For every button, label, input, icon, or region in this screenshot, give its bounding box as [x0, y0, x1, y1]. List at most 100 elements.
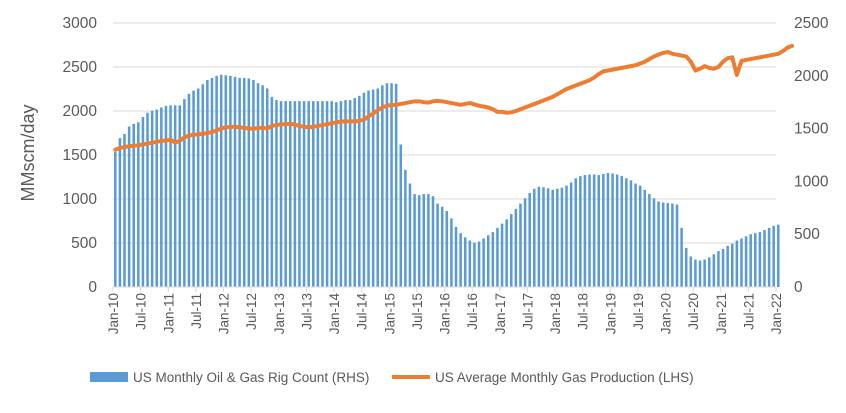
y-right-tick-label: 1500 — [794, 121, 829, 138]
rig-count-bar — [689, 256, 693, 287]
axes: 0 500 1000 1500 2000 2500 3000 0 500 1000 1500 2000… — [63, 15, 829, 334]
rig-count-bar — [408, 183, 412, 287]
x-tick-label: Jan-17 — [493, 293, 508, 334]
rig-count-bar — [155, 109, 159, 287]
rig-count-bar — [123, 133, 126, 287]
rig-count-bar — [638, 185, 642, 287]
rig-count-bar — [684, 247, 688, 287]
rig-count-bar — [565, 185, 568, 287]
rig-count-bar — [463, 237, 467, 287]
y-right-tick-label: 1000 — [794, 173, 829, 190]
rig-count-bar — [486, 235, 490, 287]
rig-count-bar — [588, 174, 591, 287]
rig-count-bar — [252, 80, 255, 287]
rig-count-bar — [509, 214, 513, 287]
rig-count-bar — [767, 227, 771, 287]
y-left-tick-label: 1000 — [63, 191, 98, 208]
x-tick-label: Jul-10 — [134, 293, 149, 330]
rig-count-bar — [390, 83, 393, 287]
rig-count-bar — [141, 116, 145, 287]
y-left-tick-label: 500 — [71, 235, 97, 252]
x-tick-label: Jan-18 — [548, 293, 563, 334]
rig-count-bar — [399, 144, 403, 287]
rig-count-bar — [749, 234, 752, 287]
rig-count-bar — [560, 187, 564, 287]
rig-count-bar — [339, 101, 343, 287]
rig-count-bar — [597, 175, 601, 287]
rig-count-bar — [385, 83, 389, 287]
rig-count-bar — [574, 178, 577, 287]
rig-count-bar — [404, 169, 407, 287]
legend-swatch-rig-count — [90, 372, 128, 382]
rig-count-bar — [298, 101, 301, 287]
gridlines — [113, 22, 776, 244]
rig-count-bar — [265, 88, 269, 287]
rig-count-bar — [625, 178, 628, 287]
x-tick-label: Jan-19 — [603, 293, 618, 334]
rig-count-bar — [219, 74, 223, 287]
y-right-tick-label: 2500 — [794, 15, 829, 32]
rig-count-bar — [763, 229, 766, 287]
x-tick-label: Jan-22 — [769, 293, 784, 334]
rig-count-bar — [583, 175, 587, 287]
rig-count-bar — [196, 88, 200, 287]
rig-count-bar — [242, 77, 246, 287]
rig-count-bar — [680, 227, 683, 287]
rig-count-bar — [284, 101, 287, 287]
rig-count-bar — [183, 99, 186, 287]
rig-count-bar — [348, 100, 352, 287]
y-right-tick-label: 2000 — [794, 68, 829, 85]
rig-count-bar — [371, 89, 375, 287]
rig-count-bar — [233, 76, 237, 287]
rig-count-bar — [358, 95, 361, 287]
y-left-tick-label: 1500 — [63, 147, 98, 164]
rig-count-bar — [611, 173, 614, 287]
rig-count-bar — [293, 101, 297, 287]
rig-count-bar — [735, 240, 739, 287]
y-left-tick-label: 3000 — [63, 15, 98, 32]
rig-count-bar — [500, 223, 504, 287]
rig-count-bar — [353, 97, 356, 287]
rig-count-bar — [302, 101, 306, 287]
rig-count-bar — [330, 101, 333, 287]
x-tick-label: Jan-13 — [272, 293, 287, 334]
x-tick-label: Jan-10 — [106, 293, 121, 334]
rig-count-bar — [114, 151, 117, 287]
x-tick-label: Jul-16 — [465, 293, 480, 330]
rig-count-bar — [551, 189, 554, 287]
rig-count-bar — [132, 123, 135, 288]
rig-count-bars — [114, 74, 780, 288]
rig-count-bar — [454, 226, 458, 287]
rig-count-bar — [643, 189, 647, 287]
rig-count-bar — [164, 105, 168, 287]
rig-count-bar — [210, 77, 214, 287]
rig-count-bar — [422, 194, 426, 287]
rig-count-bar — [312, 101, 315, 287]
rig-count-bar — [482, 238, 485, 287]
rig-count-bar — [187, 93, 191, 287]
rig-count-bar — [468, 240, 472, 287]
rig-count-bar — [256, 83, 260, 287]
rig-count-bar — [519, 203, 522, 287]
rig-count-bar — [652, 198, 656, 287]
legend-label-gas-production: US Average Monthly Gas Production (LHS) — [435, 370, 694, 385]
x-tick-label: Jul-17 — [520, 293, 535, 330]
rig-count-bar — [569, 182, 573, 287]
x-tick-label: Jul-15 — [410, 293, 425, 330]
rig-count-bar — [169, 105, 172, 287]
rig-count-bar — [698, 260, 702, 287]
rig-count-bar — [118, 138, 122, 287]
x-tick-label: Jul-11 — [189, 293, 204, 329]
rig-count-bar — [316, 101, 320, 287]
rig-count-bar — [344, 100, 347, 287]
rig-count-bar — [777, 224, 780, 287]
rig-count-bar — [523, 198, 527, 287]
x-tick-label: Jul-21 — [741, 293, 756, 330]
rig-count-bar — [178, 105, 182, 287]
rig-count-bar — [615, 174, 619, 287]
legend-label-rig-count: US Monthly Oil & Gas Rig Count (RHS) — [133, 370, 369, 385]
rig-count-bar — [703, 259, 706, 287]
rig-count-bar — [279, 101, 283, 287]
rig-count-bar — [754, 233, 757, 287]
